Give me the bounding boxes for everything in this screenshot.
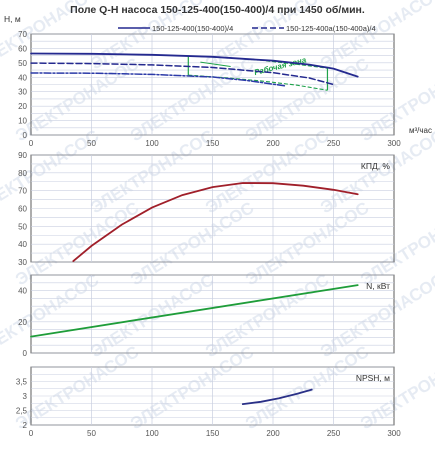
head-ylabel: H, м — [4, 14, 21, 24]
head-xtick-label: 50 — [87, 139, 96, 148]
page-title: Поле Q-H насоса 150-125-400(150-400)/4 п… — [70, 4, 365, 16]
efficiency-ytick-label: 80 — [18, 169, 27, 178]
head-series-line-1 — [30, 62, 335, 86]
watermark-text: ЭЛЕКТРОНАСОС — [12, 198, 142, 289]
npsh-xtick-label: 0 — [29, 429, 34, 438]
head-xtick-label: 150 — [206, 139, 220, 148]
watermark-text: ЭЛЕКТРОНАСОС — [127, 54, 257, 145]
watermark-text: ЭЛЕКТРОНАСОС — [12, 342, 142, 433]
npsh-xtick-label: 50 — [87, 429, 96, 438]
power-ytick-label: 0 — [23, 349, 28, 358]
watermark-text: ЭЛЕКТРОНАСОС — [202, 0, 332, 73]
watermark-text: ЭЛЕКТРОНАСОС — [0, 0, 102, 73]
head-xlabel: м³/час — [409, 126, 432, 135]
efficiency-ytick-label: 40 — [18, 240, 27, 249]
efficiency-series-line-0 — [72, 182, 359, 262]
head-series-line-2 — [30, 72, 286, 87]
watermark-text: ЭЛЕКТРОНАСОС — [317, 0, 435, 73]
legend-label-trim: 150-125-400a(150-400a)/4 — [286, 24, 376, 33]
watermark-text: ЭЛЕКТРОНАСОС — [0, 270, 102, 361]
npsh-ytick-label: 3 — [23, 392, 28, 401]
legend-label-main: 150-125-400(150-400)/4 — [152, 24, 233, 33]
watermark-text: ЭЛЕКТРОНАСОС — [127, 198, 257, 289]
power-ytick-label: 20 — [18, 318, 27, 327]
head-ytick-label: 10 — [18, 117, 27, 126]
watermark-text: ЭЛЕКТРОНАСОС — [127, 342, 257, 433]
head-ytick-label: 0 — [23, 131, 28, 140]
watermark-text: ЭЛЕКТРОНАСОС — [242, 198, 372, 289]
head-xtick-label: 100 — [145, 139, 159, 148]
head-ytick-label: 50 — [18, 59, 27, 68]
efficiency-ytick-label: 60 — [18, 205, 27, 214]
head-xtick-label: 200 — [266, 139, 280, 148]
watermark-text: ЭЛЕКТРОНАСОС — [242, 342, 372, 433]
efficiency-ytick-label: 50 — [18, 222, 27, 231]
head-ytick-label: 30 — [18, 88, 27, 97]
watermark-text: ЭЛЕКТРОНАСОС — [202, 270, 332, 361]
head-ytick-label: 70 — [18, 30, 27, 39]
efficiency-ytick-label: 90 — [18, 151, 27, 160]
npsh-ytick-label: 2 — [23, 421, 28, 430]
power-series-line-0 — [30, 284, 359, 338]
zone-arrow-line — [200, 61, 231, 67]
npsh-xtick-label: 100 — [145, 429, 159, 438]
npsh-xtick-label: 300 — [387, 429, 401, 438]
npsh-xtick-label: 200 — [266, 429, 280, 438]
npsh-ylabel: NPSH, м — [356, 373, 390, 383]
head-xtick-label: 250 — [327, 139, 341, 148]
power-ytick-label: 40 — [18, 287, 27, 296]
head-ytick-label: 40 — [18, 73, 27, 82]
head-xtick-label: 0 — [29, 139, 34, 148]
watermark-text: ЭЛЕКТРОНАСОС — [12, 54, 142, 145]
npsh-ytick-label: 3,5 — [16, 378, 28, 387]
panel-efficiency: 30 40 50 60 70 80 90 КПД, % — [18, 151, 395, 267]
npsh-xtick-label: 250 — [327, 429, 341, 438]
head-xtick-label: 300 — [387, 139, 401, 148]
efficiency-ytick-label: 30 — [18, 258, 27, 267]
zone-annotation: Рабочая зона — [253, 55, 308, 77]
panel-power: 0 20 40 N, кВт — [18, 274, 395, 358]
efficiency-ytick-label: 70 — [18, 187, 27, 196]
panel-npsh: 2 2,5 3 3,5 0 50 100 150 200 250 300 NPSH, м — [16, 366, 401, 438]
head-ytick-label: 60 — [18, 44, 27, 53]
power-ylabel: N, кВт — [366, 281, 390, 291]
npsh-xtick-label: 150 — [206, 429, 220, 438]
efficiency-ylabel: КПД, % — [361, 161, 391, 171]
npsh-ytick-label: 2,5 — [16, 407, 28, 416]
npsh-series-line-0 — [241, 388, 313, 405]
head-series-line-0 — [30, 52, 359, 78]
head-ytick-label: 20 — [18, 102, 27, 111]
